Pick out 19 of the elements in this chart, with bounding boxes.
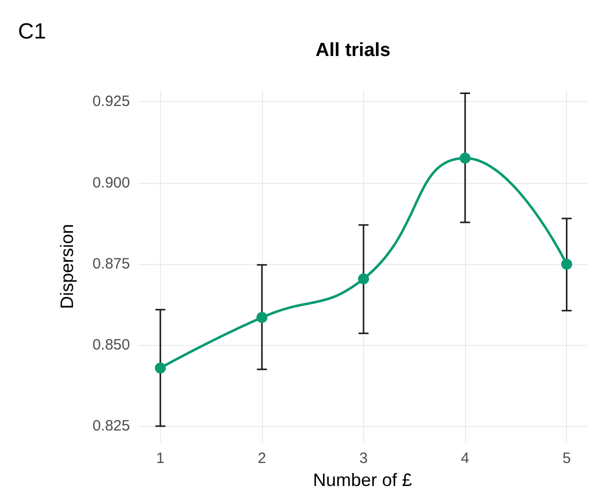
point	[256, 312, 268, 323]
chart-title: All trials	[316, 40, 390, 61]
point	[460, 152, 471, 164]
x-axis-title: Number of £	[312, 470, 412, 490]
x-tick-label: 4	[460, 450, 470, 467]
point	[154, 362, 166, 374]
x-tick-label: 2	[258, 450, 266, 467]
y-tick-label: 0.925	[92, 93, 130, 110]
x-tick-label: 3	[359, 450, 368, 467]
text: C1	[18, 18, 46, 44]
y-tick-label: 0.850	[92, 336, 130, 354]
point	[561, 258, 572, 270]
x-tick-label: 5	[562, 450, 571, 467]
x-tick-label: 1	[156, 450, 165, 467]
y-tick-label: 0.900	[92, 174, 130, 192]
y-axis-title: Dispersion	[57, 224, 77, 310]
y-tick-label: 0.875	[92, 255, 130, 272]
y-tick-label: 0.825	[92, 418, 130, 435]
point	[358, 273, 370, 284]
